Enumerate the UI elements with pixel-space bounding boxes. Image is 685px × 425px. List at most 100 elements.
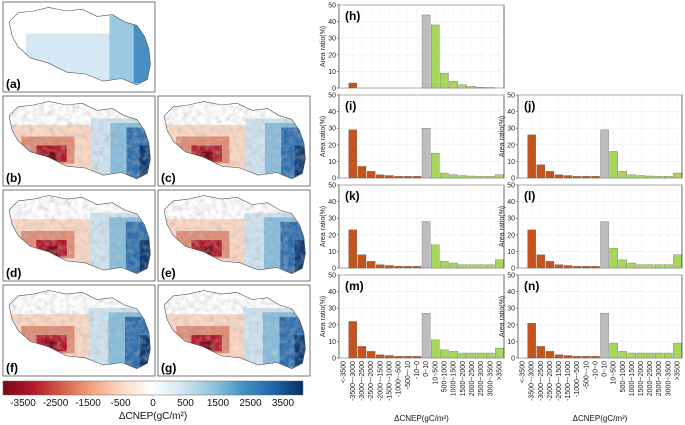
bar bbox=[582, 176, 591, 179]
x-tick-label: <-3500 bbox=[520, 361, 527, 383]
histogram-panel: 0 10 20 30 40 50 (h) Area ratio(%) bbox=[320, 3, 505, 93]
bar bbox=[440, 172, 449, 179]
bar bbox=[636, 175, 646, 179]
bar bbox=[591, 356, 600, 359]
histogram-panel: 0 10 20 30 40 50 (i) Area ratio(%) bbox=[320, 93, 505, 183]
x-tick-label: -3000~-2500 bbox=[359, 361, 366, 401]
y-tick-label: 40 bbox=[507, 109, 515, 116]
panel-label: (d) bbox=[6, 266, 21, 280]
map-panel: (e) bbox=[157, 189, 311, 282]
x-tick-label: 2000~2500 bbox=[647, 361, 654, 396]
y-tick-label: 50 bbox=[507, 273, 515, 280]
bar bbox=[573, 356, 582, 359]
bar bbox=[394, 176, 403, 179]
bar bbox=[645, 175, 655, 179]
bar bbox=[431, 152, 440, 179]
bar bbox=[609, 342, 618, 359]
y-tick-label: 40 bbox=[328, 109, 336, 116]
plot-frame bbox=[338, 274, 505, 359]
x-tick-label: 500~1000 bbox=[441, 361, 448, 392]
y-tick-label: 30 bbox=[328, 36, 336, 43]
colorbar-tick: 500 bbox=[177, 398, 194, 409]
y-axis-label: Area ratio(%) bbox=[320, 206, 327, 247]
histogram-panels: 0 10 20 30 40 50 (h) Area ratio(%) 0 10 20 30 40 50 (i… bbox=[320, 3, 683, 423]
y-tick-label: 20 bbox=[328, 142, 336, 149]
y-tick-label: 50 bbox=[507, 183, 515, 190]
plateau-outline bbox=[8, 101, 151, 180]
bar bbox=[655, 352, 664, 359]
x-tick-label: -2500~-2000 bbox=[547, 361, 554, 401]
x-tick-label: -3500~-3000 bbox=[529, 361, 536, 401]
panel-label: (k) bbox=[345, 189, 360, 203]
x-tick-label: 0~10 bbox=[602, 361, 609, 377]
bar bbox=[536, 164, 545, 179]
y-tick-label: 50 bbox=[328, 93, 336, 100]
plateau-outline bbox=[163, 290, 306, 370]
x-tick-label: 3000~3500 bbox=[665, 361, 672, 396]
bar bbox=[609, 247, 618, 269]
bar bbox=[394, 356, 403, 359]
map-panel: (f) bbox=[2, 284, 156, 377]
x-tick-label: 2500~3000 bbox=[478, 361, 485, 396]
bar bbox=[554, 174, 564, 179]
histogram-panel: 0 10 20 30 40 50 (m) Area ratio(%) bbox=[320, 273, 505, 363]
bar bbox=[582, 266, 591, 269]
bar bbox=[476, 264, 486, 269]
histogram-panel: 0 10 20 30 40 50 (l) Area ratio(%) bbox=[499, 183, 683, 273]
colorbar-tick: -2500 bbox=[43, 398, 69, 409]
panel-label: (h) bbox=[345, 9, 360, 23]
y-tick-label: 30 bbox=[328, 126, 336, 133]
plot-frame bbox=[517, 274, 683, 359]
bar bbox=[527, 229, 536, 269]
x-tick-label: >3500 bbox=[496, 361, 503, 381]
y-tick-label: 20 bbox=[328, 52, 336, 59]
bar bbox=[376, 174, 385, 179]
colorbar-title: ΔCNEP(gC/m²) bbox=[119, 411, 187, 422]
colorbar-tick: 1500 bbox=[207, 398, 230, 409]
x-tick-label: -500~-10 bbox=[583, 361, 590, 389]
bar bbox=[348, 82, 357, 89]
bar bbox=[563, 175, 573, 179]
x-tick-label: -3000~-2500 bbox=[538, 361, 545, 401]
histogram-panel: 0 10 20 30 40 50 (k) Area ratio(%) bbox=[320, 183, 505, 273]
bar bbox=[554, 264, 564, 269]
bar bbox=[536, 254, 545, 269]
y-tick-label: 50 bbox=[328, 273, 336, 280]
plateau-outline bbox=[163, 101, 306, 180]
bar bbox=[554, 354, 564, 359]
bar bbox=[618, 351, 627, 359]
bar bbox=[412, 176, 422, 179]
bar bbox=[376, 264, 385, 269]
colorbar: -3500 -2500 -1500 -500 0 500 1500 2500 3500 ΔCNEP… bbox=[2, 380, 304, 422]
colorbar-tick: 2500 bbox=[239, 398, 262, 409]
bar bbox=[449, 262, 458, 269]
bar bbox=[636, 264, 646, 269]
bar bbox=[495, 259, 504, 269]
x-tick-label: 2000~2500 bbox=[469, 361, 476, 396]
bar bbox=[449, 351, 458, 359]
y-tick-label: 0 bbox=[332, 176, 336, 183]
bar bbox=[486, 352, 495, 359]
y-tick-label: 50 bbox=[328, 3, 336, 10]
bar bbox=[376, 354, 385, 359]
y-tick-label: 20 bbox=[507, 232, 515, 239]
bar bbox=[449, 174, 458, 179]
x-tick-label: 1500~2000 bbox=[638, 361, 645, 396]
bar bbox=[385, 175, 394, 179]
x-tick-label: 2500~3000 bbox=[656, 361, 663, 396]
bar bbox=[357, 166, 367, 179]
y-tick-label: 10 bbox=[507, 159, 515, 166]
x-tick-label: -2500~-2000 bbox=[368, 361, 375, 401]
bar bbox=[412, 356, 422, 359]
bar bbox=[591, 176, 600, 179]
y-tick-label: 40 bbox=[507, 289, 515, 296]
y-tick-label: 40 bbox=[507, 199, 515, 206]
bar bbox=[467, 175, 477, 179]
y-tick-label: 20 bbox=[507, 142, 515, 149]
plot-frame bbox=[517, 94, 683, 179]
x-tick-label: 500~1000 bbox=[620, 361, 627, 392]
bar bbox=[600, 129, 609, 179]
colorbar-tick: 0 bbox=[150, 398, 156, 409]
y-tick-label: 0 bbox=[332, 266, 336, 273]
